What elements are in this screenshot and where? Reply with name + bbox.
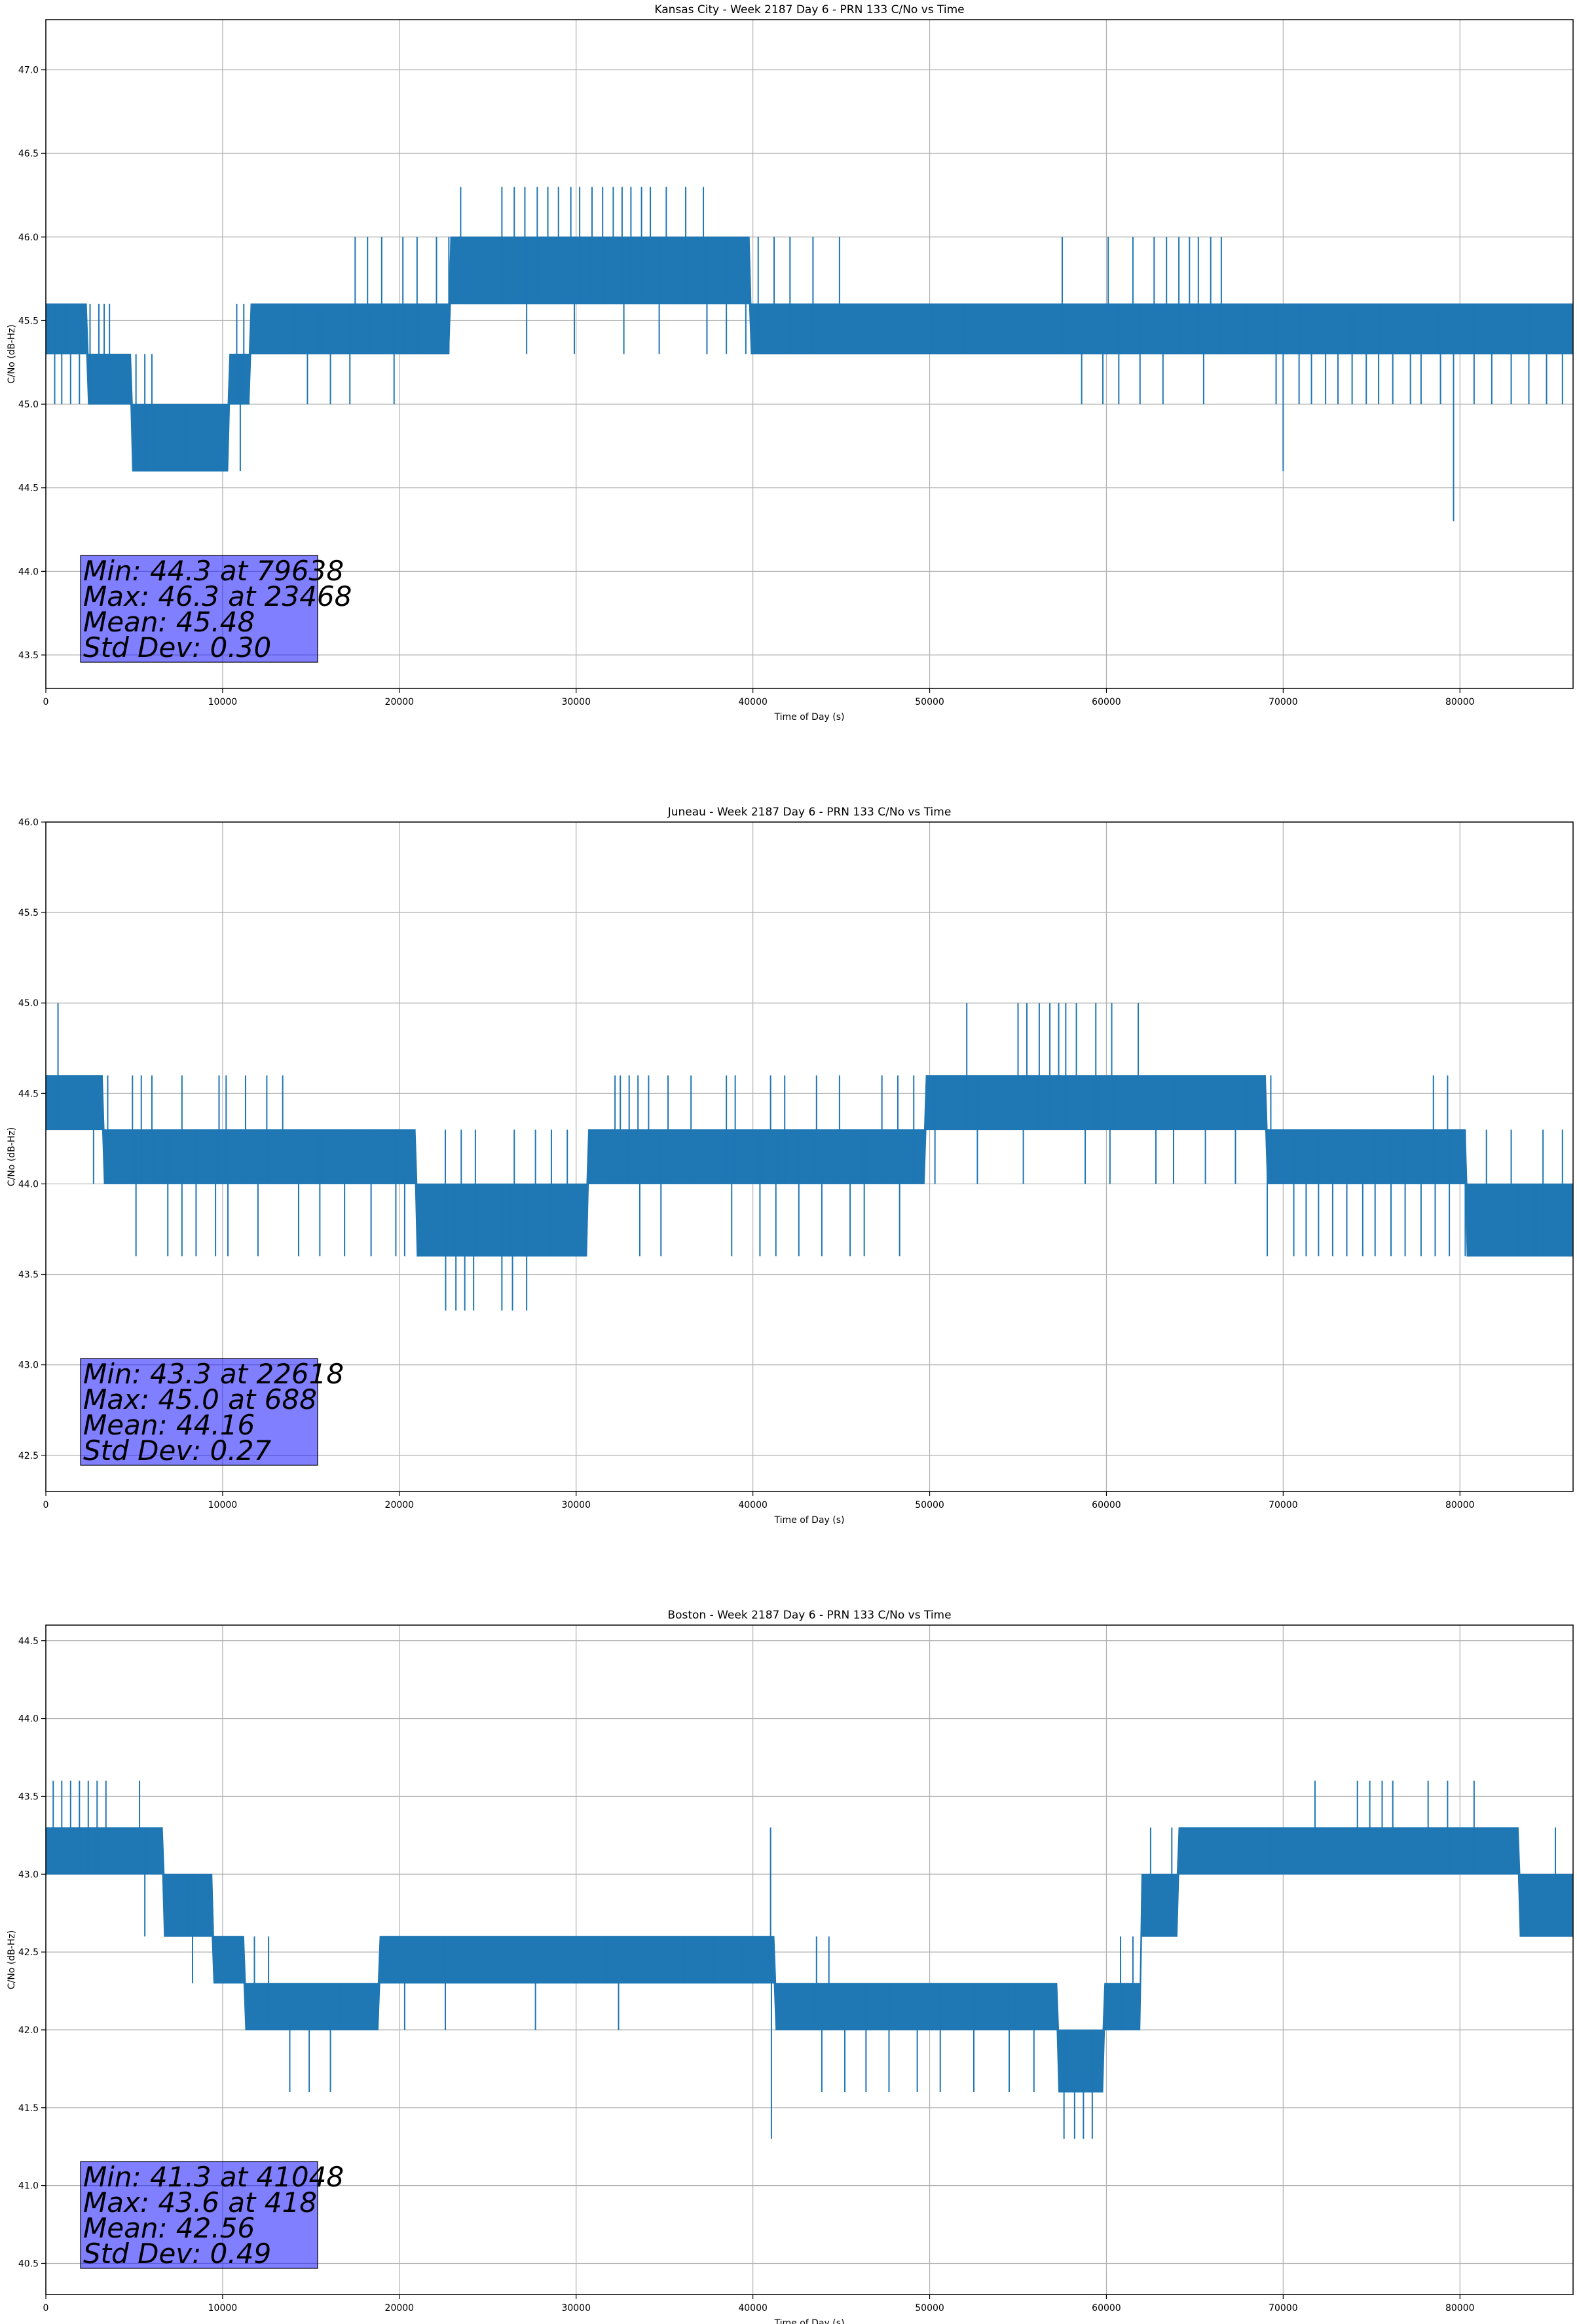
juneau-stats-min: Min: 43.3 at 22618 — [83, 1358, 344, 1390]
kansas-city-y-tick-label: 44.0 — [18, 567, 39, 577]
boston-x-tick-label: 0 — [43, 2303, 49, 2314]
kansas-city-y-tick-label: 45.5 — [18, 316, 39, 326]
kansas-city-axes-frame — [45, 19, 1574, 689]
juneau-x-tick-label: 70000 — [1269, 1500, 1298, 1510]
juneau-x-tick-label: 60000 — [1092, 1500, 1121, 1510]
kansas-city-x-tick-label: 60000 — [1092, 697, 1121, 707]
juneau-y-tick-label: 43.0 — [18, 1360, 39, 1371]
kansas-city-cno-band — [45, 236, 1574, 472]
juneau-x-tick-label: 0 — [43, 1500, 49, 1510]
boston-x-tick-label: 50000 — [915, 2303, 944, 2314]
kansas-city-x-tick-label: 80000 — [1445, 697, 1475, 707]
juneau-y-tick-label: 42.5 — [18, 1451, 39, 1461]
juneau-cno-band — [45, 1075, 1574, 1257]
kansas-city-x-tick-label: 40000 — [738, 697, 768, 707]
kansas-city-x-tick-label: 10000 — [208, 697, 238, 707]
boston-y-tick-label: 44.0 — [18, 1714, 39, 1725]
juneau-stats-std: Std Dev: 0.27 — [83, 1434, 271, 1467]
kansas-city-y-tick-label: 46.0 — [18, 233, 39, 243]
juneau-y-tick-label: 44.0 — [18, 1179, 39, 1190]
juneau-stats-max: Max: 45.0 at 688 — [83, 1383, 317, 1415]
kansas-city-x-tick-label: 50000 — [915, 697, 944, 707]
juneau-y-tick-label: 44.5 — [18, 1089, 39, 1099]
kansas-city-y-tick-label: 47.0 — [18, 66, 39, 76]
boston-x-tick-label: 20000 — [385, 2303, 415, 2314]
kansas-city-stats-std: Std Dev: 0.30 — [83, 631, 271, 664]
boston-y-tick-label: 42.5 — [18, 1947, 39, 1958]
kansas-city-y-tick-label: 44.5 — [18, 483, 39, 494]
kansas-city-x-tick-label: 70000 — [1269, 697, 1298, 707]
boston-y-tick-label: 40.5 — [18, 2258, 39, 2269]
kansas-city-x-tick-label: 20000 — [385, 697, 415, 707]
kansas-city-y-tick-label: 46.5 — [18, 149, 39, 159]
juneau-x-tick-label: 80000 — [1445, 1500, 1475, 1510]
juneau-panel: 0 10000 20000 30000 40000 50000 60000 70000 8000… — [7, 806, 1574, 1526]
boston-x-tick-label: 40000 — [738, 2303, 768, 2314]
boston-stats-mean: Mean: 42.56 — [83, 2212, 255, 2244]
kansas-city-chart-title: Kansas City - Week 2187 Day 6 - PRN 133 … — [654, 3, 964, 16]
juneau-x-tick-label: 20000 — [385, 1500, 415, 1510]
boston-axes-frame — [45, 1624, 1574, 2295]
boston-y-tick-label: 43.5 — [18, 1791, 39, 1802]
kansas-city-x-tick-label: 30000 — [561, 697, 591, 707]
juneau-y-tick-label: 46.0 — [18, 817, 39, 828]
kansas-city-cno-series — [45, 187, 1574, 521]
boston-x-axis-label: Time of Day (s) — [774, 2318, 845, 2324]
juneau-chart-title: Juneau - Week 2187 Day 6 - PRN 133 C/No … — [667, 806, 952, 819]
kansas-city-y-tick-label: 45.0 — [18, 400, 39, 410]
juneau-y-tick-label: 43.5 — [18, 1270, 39, 1281]
juneau-axes-frame — [45, 821, 1574, 1492]
juneau-y-axis-label: C/No (dB-Hz) — [7, 1127, 17, 1186]
boston-y-tick-label: 44.5 — [18, 1636, 39, 1647]
kansas-city-stats-min: Min: 44.3 at 79638 — [83, 555, 344, 587]
boston-stats-std: Std Dev: 0.49 — [83, 2238, 271, 2270]
juneau-x-tick-label: 10000 — [208, 1500, 238, 1510]
boston-y-tick-label: 42.0 — [18, 2025, 39, 2036]
juneau-x-tick-label: 50000 — [915, 1500, 944, 1510]
boston-cno-series — [45, 1780, 1574, 2139]
kansas-city-stats-box — [80, 555, 318, 663]
kansas-city-y-tick-label: 43.5 — [18, 650, 39, 661]
boston-x-tick-label: 60000 — [1092, 2303, 1121, 2314]
kansas-city-stats-max: Max: 46.3 at 23468 — [83, 580, 352, 612]
boston-x-tick-label: 30000 — [561, 2303, 591, 2314]
boston-stats-min: Min: 41.3 at 41048 — [83, 2161, 344, 2193]
kansas-city-x-tick-label: 0 — [43, 697, 49, 707]
boston-x-tick-label: 80000 — [1445, 2303, 1475, 2314]
kansas-city-panel: 0 10000 20000 30000 40000 50000 60000 70000 8000… — [7, 3, 1574, 722]
boston-panel: 0 10000 20000 30000 40000 50000 60000 70000 8000… — [7, 1609, 1574, 2324]
boston-stats-max: Max: 43.6 at 418 — [83, 2186, 317, 2219]
boston-x-tick-label: 10000 — [208, 2303, 238, 2314]
boston-chart-title: Boston - Week 2187 Day 6 - PRN 133 C/No … — [667, 1609, 951, 1622]
juneau-y-tick-label: 45.5 — [18, 908, 39, 918]
kansas-city-stats-mean: Mean: 45.48 — [83, 606, 255, 638]
juneau-y-tick-label: 45.0 — [18, 998, 39, 1009]
boston-y-tick-label: 43.0 — [18, 1869, 39, 1880]
boston-stats-box — [80, 2161, 318, 2269]
boston-cno-band — [45, 1827, 1574, 2093]
juneau-x-tick-label: 40000 — [738, 1500, 768, 1510]
juneau-stats-box — [80, 1358, 318, 1466]
juneau-stats-mean: Mean: 44.16 — [83, 1409, 255, 1441]
juneau-x-tick-label: 30000 — [561, 1500, 591, 1510]
boston-y-tick-label: 41.5 — [18, 2103, 39, 2114]
juneau-x-axis-label: Time of Day (s) — [774, 1515, 845, 1526]
boston-y-tick-label: 41.0 — [18, 2181, 39, 2192]
boston-y-axis-label: C/No (dB-Hz) — [7, 1930, 17, 1989]
kansas-city-y-axis-label: C/No (dB-Hz) — [7, 324, 17, 383]
juneau-cno-series — [45, 1003, 1574, 1311]
boston-x-tick-label: 70000 — [1269, 2303, 1298, 2314]
kansas-city-x-axis-label: Time of Day (s) — [774, 712, 845, 722]
